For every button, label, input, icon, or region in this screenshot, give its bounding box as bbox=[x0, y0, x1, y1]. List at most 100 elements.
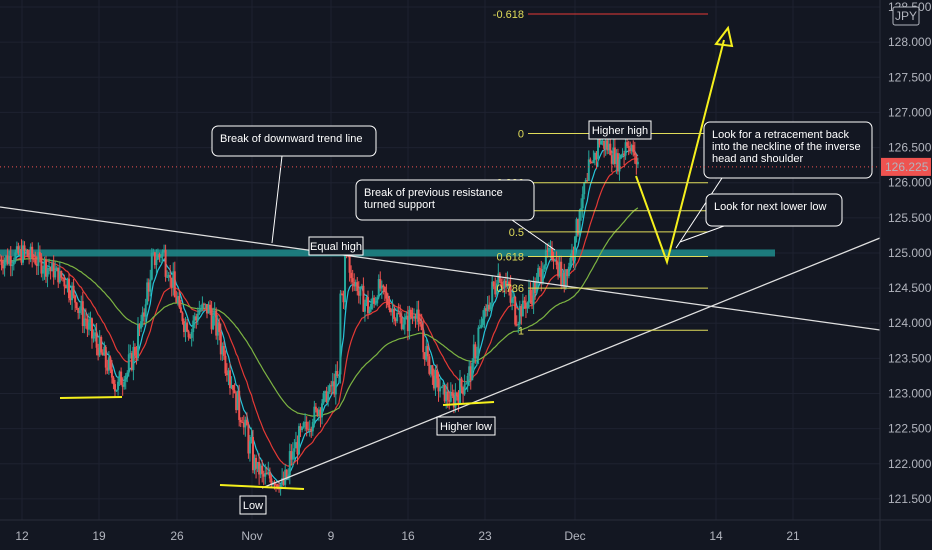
candle-body bbox=[74, 295, 77, 303]
x-tick-label: 26 bbox=[170, 529, 184, 543]
candle-body bbox=[348, 252, 351, 273]
candle-body bbox=[428, 356, 431, 374]
currency-badge[interactable] bbox=[892, 6, 920, 26]
candle-body bbox=[115, 389, 118, 392]
candle-body bbox=[328, 385, 331, 392]
candle-body bbox=[110, 369, 113, 378]
candle-body bbox=[239, 419, 242, 423]
candle-body bbox=[210, 309, 213, 330]
candle-body bbox=[607, 143, 610, 151]
candle-body bbox=[411, 317, 414, 319]
candle-body bbox=[51, 262, 54, 272]
downward-trendline bbox=[0, 206, 881, 331]
candle-body bbox=[422, 330, 425, 353]
candle-body bbox=[189, 337, 192, 339]
tag-higher-low: Higher low bbox=[436, 416, 496, 436]
candle-body bbox=[449, 392, 452, 402]
candle-body bbox=[606, 140, 609, 151]
candle-body bbox=[140, 321, 143, 329]
candle-body bbox=[124, 375, 127, 382]
candle-body bbox=[229, 370, 231, 389]
candle-body bbox=[163, 249, 166, 252]
candle-body bbox=[598, 136, 601, 145]
candle-body bbox=[558, 261, 561, 277]
candle-body bbox=[153, 252, 156, 266]
candle-body bbox=[256, 461, 259, 469]
candle-body bbox=[371, 297, 374, 304]
candle-body bbox=[382, 285, 385, 287]
candle-body bbox=[293, 448, 296, 452]
candle-body bbox=[118, 371, 121, 382]
candle-body bbox=[501, 287, 504, 289]
candle-body bbox=[193, 316, 196, 321]
candle-body bbox=[81, 301, 84, 327]
candle-body bbox=[439, 387, 442, 392]
candle-body bbox=[202, 303, 205, 305]
candle-body bbox=[337, 374, 340, 376]
candle-body bbox=[41, 269, 44, 274]
candle-body bbox=[495, 283, 498, 295]
tag-low: Low bbox=[239, 495, 267, 515]
candle-body bbox=[281, 478, 284, 485]
candle-body bbox=[179, 307, 182, 313]
candle-body bbox=[294, 442, 297, 449]
candle-body bbox=[454, 392, 457, 408]
candle-body bbox=[22, 245, 24, 263]
candle-body bbox=[95, 332, 98, 348]
candle-body bbox=[5, 255, 8, 261]
candle-body bbox=[176, 296, 179, 303]
candle-body bbox=[291, 451, 294, 460]
candle-body bbox=[141, 312, 144, 322]
candle-body bbox=[12, 261, 15, 265]
candle-body bbox=[396, 313, 399, 322]
candle-body bbox=[94, 332, 97, 337]
candle-body bbox=[543, 265, 546, 270]
price-axis-panel bbox=[880, 0, 932, 550]
candle-body bbox=[45, 259, 47, 277]
candle-body bbox=[186, 322, 189, 332]
candle-body bbox=[146, 282, 149, 305]
candle-body bbox=[38, 252, 41, 257]
candle-body bbox=[250, 437, 253, 442]
candle-body bbox=[224, 355, 227, 374]
candle-body bbox=[578, 210, 581, 235]
annotation-trendline-break: Break of downward trend line bbox=[211, 125, 377, 244]
fib-level-label: 0.618 bbox=[496, 251, 524, 263]
candle-body bbox=[72, 285, 75, 296]
candle-body bbox=[359, 286, 362, 296]
candle-body bbox=[120, 371, 123, 385]
candle-body bbox=[540, 269, 543, 284]
candle-body bbox=[288, 451, 291, 476]
candle-body bbox=[544, 250, 547, 266]
candle-body bbox=[244, 419, 247, 428]
candle-body bbox=[498, 273, 501, 282]
candle-body bbox=[485, 308, 488, 312]
candle-body bbox=[109, 357, 112, 370]
candle-body bbox=[468, 366, 471, 376]
candle-body bbox=[299, 426, 302, 431]
candle-body bbox=[275, 484, 277, 486]
candle-body bbox=[215, 310, 218, 336]
candle-body bbox=[308, 428, 311, 430]
candle-body bbox=[66, 278, 69, 289]
candle-body bbox=[462, 387, 465, 395]
candle-body bbox=[187, 331, 190, 338]
candle-body bbox=[247, 425, 250, 454]
drawings-layer bbox=[0, 25, 881, 490]
candles-layer bbox=[0, 130, 639, 496]
candle-body bbox=[324, 391, 327, 394]
candle-body bbox=[170, 277, 173, 288]
candle-body bbox=[130, 353, 133, 371]
fib-level-label: 0.786 bbox=[496, 283, 524, 295]
tag-higher-high: Higher high bbox=[588, 120, 652, 140]
candle-body bbox=[360, 285, 363, 287]
candle-body bbox=[37, 252, 40, 266]
candle-body bbox=[442, 384, 445, 387]
candle-body bbox=[161, 251, 164, 257]
candle-body bbox=[626, 142, 629, 146]
candle-body bbox=[133, 346, 136, 356]
candle-body bbox=[423, 352, 426, 360]
annotation-resistance-support-text: Break of previous resistance bbox=[364, 187, 503, 199]
candle-body bbox=[127, 354, 130, 373]
